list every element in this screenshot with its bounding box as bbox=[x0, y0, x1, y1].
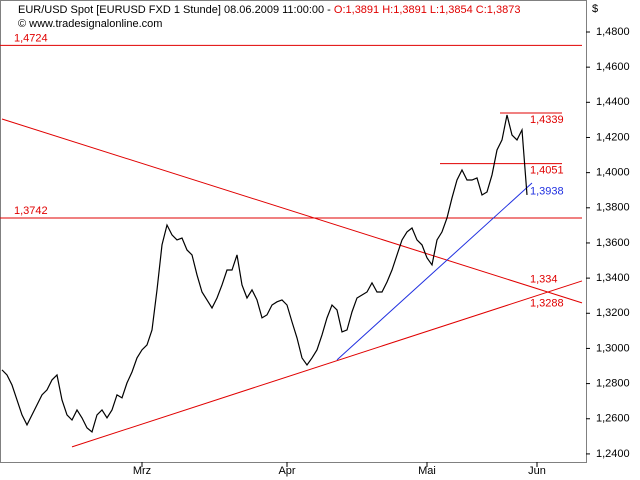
y-tick-label: 1,4400 bbox=[596, 96, 630, 108]
trendline bbox=[336, 182, 533, 361]
x-tick-label: Mrz bbox=[133, 465, 151, 477]
title-text: EUR/USD Spot [EURUSD FXD 1 Stunde] 08.06… bbox=[18, 4, 334, 16]
trendline-label: 1,3938 bbox=[530, 185, 564, 197]
y-tick-label: 1,2800 bbox=[596, 377, 630, 389]
y-tick-label: 1,4800 bbox=[596, 26, 630, 38]
plot-frame bbox=[0, 0, 587, 463]
y-tick-label: 1,4000 bbox=[596, 167, 630, 179]
x-tick-label: Apr bbox=[278, 465, 295, 477]
level-label: 1,4724 bbox=[14, 32, 48, 44]
y-tick-label: 1,4200 bbox=[596, 131, 630, 143]
y-tick-label: 1,3000 bbox=[596, 342, 630, 354]
trendline bbox=[1, 118, 583, 304]
x-tick-label: Jun bbox=[528, 465, 546, 477]
y-axis-label: $ bbox=[592, 3, 598, 15]
copyright: © www.tradesignalonline.com bbox=[18, 18, 162, 30]
y-tick-label: 1,3800 bbox=[596, 202, 630, 214]
price-line bbox=[1, 114, 528, 433]
y-tick-label: 1,2400 bbox=[596, 448, 630, 460]
y-tick-label: 1,3200 bbox=[596, 307, 630, 319]
trendline bbox=[71, 280, 583, 448]
y-tick-label: 1,4600 bbox=[596, 61, 630, 73]
y-tick-label: 1,3400 bbox=[596, 272, 630, 284]
x-tick-label: Mai bbox=[418, 465, 436, 477]
y-tick-label: 1,3600 bbox=[596, 237, 630, 249]
level-label: 1,4339 bbox=[530, 114, 564, 126]
trendline-label: 1,334 bbox=[530, 273, 558, 285]
level-label: 1,3742 bbox=[14, 205, 48, 217]
level-label: 1,4051 bbox=[530, 165, 564, 177]
ohlc-text: O:1,3891 H:1,3891 L:1,3854 C:1,3873 bbox=[334, 4, 521, 16]
y-tick-label: 1,2600 bbox=[596, 413, 630, 425]
trendline-label: 1,3288 bbox=[530, 298, 564, 310]
chart-title: EUR/USD Spot [EURUSD FXD 1 Stunde] 08.06… bbox=[18, 4, 520, 16]
